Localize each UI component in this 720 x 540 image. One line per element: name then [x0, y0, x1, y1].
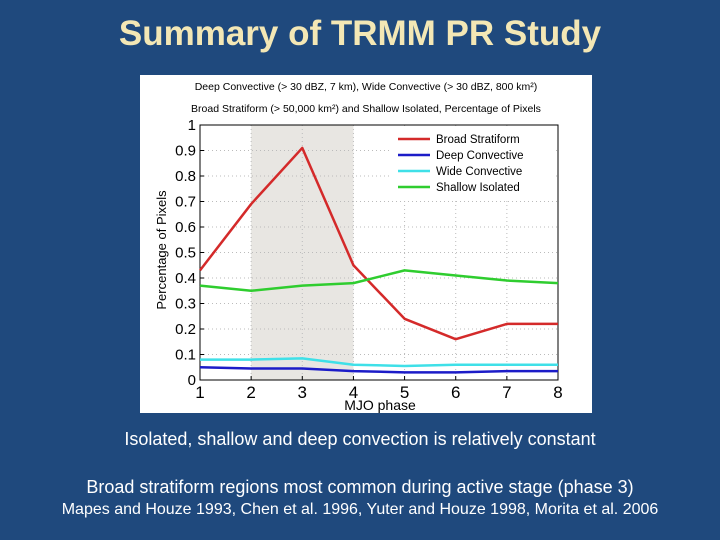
y-axis-label: Percentage of Pixels — [154, 190, 169, 310]
y-tick-label: 0 — [188, 372, 196, 389]
y-tick-label: 0.9 — [175, 143, 196, 160]
slide-title: Summary of TRMM PR Study — [118, 14, 602, 53]
y-tick-label: 0.1 — [175, 347, 196, 364]
legend-label: Shallow Isolated — [436, 182, 520, 194]
series-line-wide-convective — [200, 357, 558, 368]
line-chart-figure: Deep Convective (> 30 dBZ, 7 km), Wide C… — [140, 75, 592, 413]
x-tick-label: 2 — [246, 383, 255, 402]
y-tick-label: 0.7 — [175, 194, 196, 211]
y-axis: 0 0.1 0.2 0.3 0.4 0.5 0.6 0.7 0.8 0.9 1 — [175, 117, 204, 389]
y-tick-label: 1 — [188, 117, 196, 134]
y-tick-label: 0.2 — [175, 321, 196, 338]
caption-stratiform: Broad stratiform regions most common dur… — [86, 477, 634, 497]
y-tick-label: 0.5 — [175, 245, 196, 262]
series-line-deep-convective — [199, 366, 558, 374]
chart-legend: Broad Stratiform Deep Convective Wide Conv… — [389, 128, 555, 200]
series-line-broad-stratiform — [199, 146, 558, 341]
x-tick-label: 3 — [298, 383, 307, 402]
x-tick-label: 8 — [553, 383, 562, 402]
x-tick-label: 5 — [400, 383, 409, 402]
y-tick-label: 0.3 — [175, 296, 196, 313]
chart-title-line2: Broad Stratiform (> 50,000 km²) and Shal… — [191, 103, 541, 115]
legend-label: Wide Convective — [436, 166, 522, 178]
y-tick-label: 0.6 — [175, 219, 196, 236]
series-lines — [199, 146, 559, 374]
x-tick-label: 7 — [502, 383, 511, 402]
caption-convection: Isolated, shallow and deep convection is… — [124, 429, 596, 449]
x-tick-label: 1 — [195, 383, 204, 402]
y-tick-label: 0.4 — [175, 270, 196, 287]
legend-label: Deep Convective — [436, 150, 524, 162]
chart-title-line1: Deep Convective (> 30 dBZ, 7 km), Wide C… — [195, 81, 538, 93]
line-chart: Deep Convective (> 30 dBZ, 7 km), Wide C… — [154, 81, 563, 413]
references-text: Mapes and Houze 1993, Chen et al. 1996, … — [61, 501, 659, 518]
x-axis: 1 2 3 4 5 6 7 8 — [195, 376, 563, 402]
series-line-shallow-isolated — [199, 269, 559, 292]
x-tick-label: 4 — [349, 383, 358, 402]
legend-label: Broad Stratiform — [436, 134, 520, 146]
x-tick-label: 6 — [451, 383, 460, 402]
x-axis-label: MJO phase — [344, 397, 416, 413]
y-tick-label: 0.8 — [175, 168, 196, 185]
